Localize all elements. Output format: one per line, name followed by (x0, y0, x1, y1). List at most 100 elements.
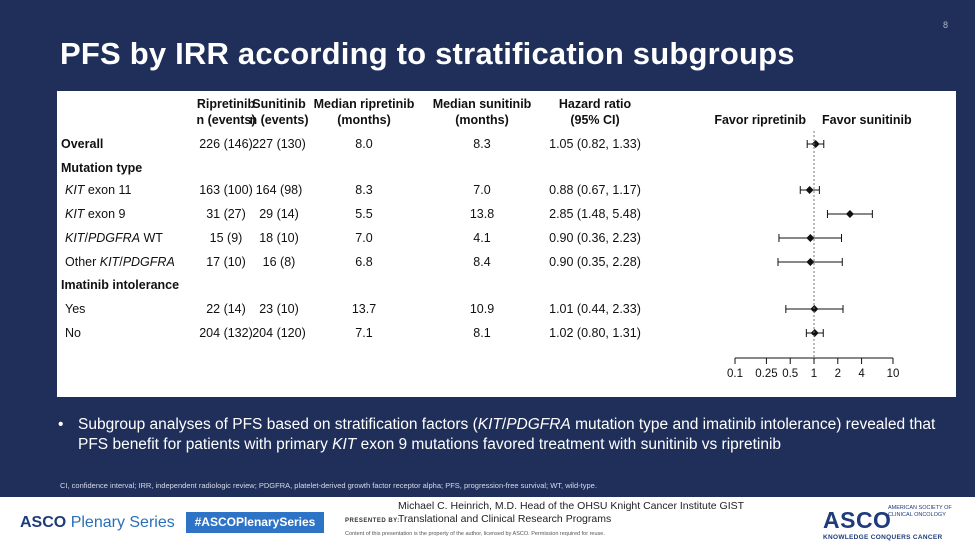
cell-sunitinib-n: 18 (10) (259, 231, 299, 245)
cell-hazard-ratio: 2.85 (1.48, 5.48) (549, 207, 641, 221)
bullet-text-part: Subgroup analyses of PFS based on strati… (78, 416, 478, 433)
cell-sunitinib-n: 164 (98) (256, 183, 303, 197)
cell-median-ripretinib: 13.7 (352, 302, 376, 316)
cell-ripretinib-n: 163 (100) (199, 183, 253, 197)
cell-sunitinib-n: 227 (130) (252, 137, 306, 151)
bullet-text-part: KIT (477, 416, 502, 433)
cell-sunitinib-n: 16 (8) (263, 255, 296, 269)
asco-society-name: AMERICAN SOCIETY OF CLINICAL ONCOLOGY (888, 505, 952, 518)
cell-median-sunitinib: 8.3 (473, 137, 490, 151)
cell-median-sunitinib: 7.0 (473, 183, 490, 197)
header-hazard-ratio-line2: (95% CI) (570, 113, 619, 127)
cell-hazard-ratio: 0.90 (0.36, 2.23) (549, 231, 641, 245)
asco-plenary-series-logo: ASCO Plenary Series (20, 514, 175, 532)
presenter-line-1: Michael C. Heinrich, M.D. Head of the OH… (398, 500, 745, 512)
cell-hazard-ratio: 1.01 (0.44, 2.33) (549, 302, 641, 316)
footer-bar: ASCO Plenary Series #ASCOPlenarySeries P… (0, 497, 975, 548)
header-ripretinib-line1: Ripretinib (197, 97, 256, 111)
cell-ripretinib-n: 17 (10) (206, 255, 246, 269)
forest-plot: Ripretinib n (events) Sunitinib n (events) M… (61, 97, 912, 380)
row-label-part: KIT (65, 183, 86, 197)
cell-median-sunitinib: 13.8 (470, 207, 494, 221)
header-median-sunitinib-line2: (months) (455, 113, 508, 127)
header-median-sunitinib-line1: Median sunitinib (433, 97, 532, 111)
bullet-text-part: / (501, 416, 507, 433)
row-label-part: exon 11 (84, 183, 131, 197)
bullet-text: Subgroup analyses of PFS based on strati… (58, 415, 938, 455)
cell-median-ripretinib: 6.8 (355, 255, 372, 269)
hr-point (806, 258, 815, 266)
cell-hazard-ratio: 1.05 (0.82, 1.33) (549, 137, 641, 151)
row-group-label: Imatinib intolerance (61, 278, 179, 292)
cell-median-ripretinib: 5.5 (355, 207, 372, 221)
asco-tagline: KNOWLEDGE CONQUERS CANCER (823, 534, 943, 541)
hashtag-badge: #ASCOPlenarySeries (186, 512, 324, 533)
header-favor-ripretinib: Favor ripretinib (714, 113, 806, 127)
hr-point (811, 140, 820, 148)
header-median-ripretinib-line1: Median ripretinib (314, 97, 415, 111)
x-axis-tick-label: 4 (858, 368, 865, 380)
x-axis-tick-label: 0.5 (782, 368, 798, 380)
slide-title: PFS by IRR according to stratification s… (60, 36, 795, 71)
bullet-text-part: PDGFRA (506, 416, 571, 433)
row-label-part: KIT (65, 231, 86, 245)
x-axis-tick-label: 2 (835, 368, 841, 380)
row-label-part: PDGFRA (88, 231, 140, 245)
row-label: KIT/PDGFRA WT (65, 231, 163, 245)
bullet-point: • Subgroup analyses of PFS based on stra… (58, 415, 938, 455)
cell-ripretinib-n: 22 (14) (206, 302, 246, 316)
bullet-text-part: mutation type and imatinib intolerance) … (78, 416, 936, 453)
bullet-dot: • (58, 416, 64, 433)
asco-plenary-bold: ASCO (20, 514, 67, 531)
row-label-part: WT (140, 231, 163, 245)
cell-sunitinib-n: 204 (120) (252, 326, 306, 340)
header-median-ripretinib-line2: (months) (337, 113, 390, 127)
cell-median-sunitinib: 10.9 (470, 302, 494, 316)
presenter-info: Michael C. Heinrich, M.D. Head of the OH… (398, 500, 744, 526)
presenter-line-2: Translational and Clinical Research Prog… (398, 513, 612, 525)
cell-median-ripretinib: 8.3 (355, 183, 372, 197)
x-axis-tick-label: 0.25 (755, 368, 777, 380)
cell-median-sunitinib: 4.1 (473, 231, 490, 245)
hr-point (805, 186, 814, 194)
row-label-part: / (84, 231, 88, 245)
cell-median-ripretinib: 7.0 (355, 231, 372, 245)
cell-median-sunitinib: 8.4 (473, 255, 490, 269)
footnote: CI, confidence interval; IRR, independen… (60, 481, 597, 490)
row-label-part: KIT (65, 207, 86, 221)
header-sunitinib-line1: Sunitinib (252, 97, 306, 111)
hr-point (806, 234, 815, 242)
header-ripretinib-line2: n (events) (196, 113, 255, 127)
cell-sunitinib-n: 29 (14) (259, 207, 299, 221)
slide-number: 8 (943, 20, 949, 30)
row-group-label: Mutation type (61, 161, 142, 175)
row-label-part: KIT (100, 255, 121, 269)
bullet-text-part: KIT (332, 436, 357, 453)
x-axis-tick-label: 0.1 (727, 368, 743, 380)
cell-median-ripretinib: 7.1 (355, 326, 372, 340)
header-sunitinib-line2: n (events) (249, 113, 308, 127)
cell-hazard-ratio: 1.02 (0.80, 1.31) (549, 326, 641, 340)
row-label: Other KIT/PDGFRA (65, 255, 175, 269)
hr-point (845, 210, 854, 218)
row-label: Yes (65, 302, 85, 316)
asco-plenary-thin: Plenary Series (70, 514, 175, 531)
row-label: KIT exon 11 (65, 183, 132, 197)
row-label-part: PDGFRA (123, 255, 175, 269)
cell-ripretinib-n: 226 (146) (199, 137, 253, 151)
cell-ripretinib-n: 204 (132) (199, 326, 253, 340)
header-hazard-ratio-line1: Hazard ratio (559, 97, 632, 111)
cell-sunitinib-n: 23 (10) (259, 302, 299, 316)
asco-logo: ASCO (823, 507, 892, 533)
cell-hazard-ratio: 0.88 (0.67, 1.17) (549, 183, 641, 197)
row-label: KIT exon 9 (65, 207, 126, 221)
x-axis-tick-label: 1 (811, 368, 817, 380)
bullet-text-part: exon 9 mutations favored treatment with … (356, 436, 782, 453)
cell-ripretinib-n: 31 (27) (206, 207, 246, 221)
row-label: Overall (61, 137, 103, 151)
presented-by-label: PRESENTED BY: (345, 518, 400, 524)
hr-point (810, 329, 819, 337)
cell-ripretinib-n: 15 (9) (210, 231, 243, 245)
header-favor-sunitinib: Favor sunitinib (822, 113, 912, 127)
x-axis-tick-label: 10 (887, 368, 900, 380)
